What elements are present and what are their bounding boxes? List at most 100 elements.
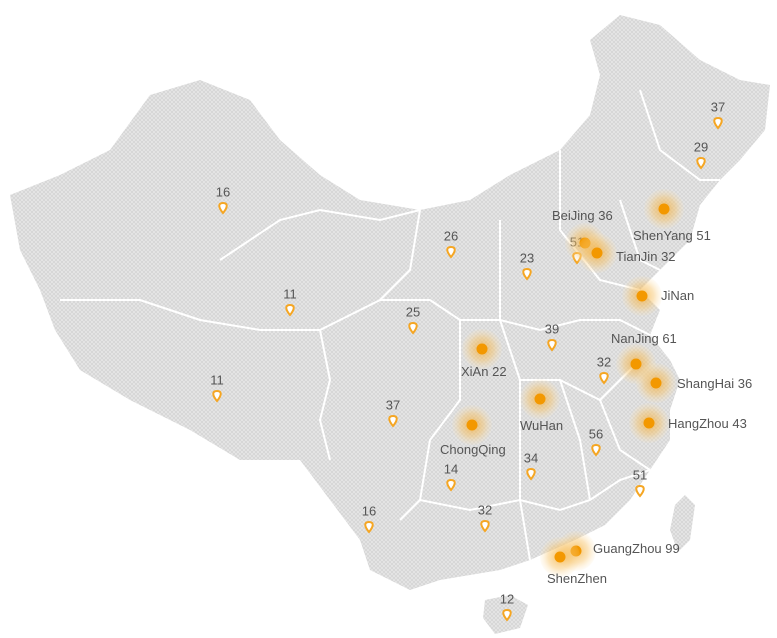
pin-value: 37: [711, 99, 725, 114]
pin-marker: [713, 116, 723, 130]
pin: 11: [210, 372, 224, 403]
city-label: ShenYang 51: [633, 228, 711, 243]
pin-value: 16: [216, 184, 230, 199]
city-value: 36: [738, 376, 752, 391]
city-dot: [630, 358, 642, 370]
pin-value: 37: [386, 397, 400, 412]
city-name: GuangZhou: [593, 541, 662, 556]
city-label: JiNan: [661, 288, 694, 303]
city-name: ShenYang: [633, 228, 693, 243]
city-name: JiNan: [661, 288, 694, 303]
pin: 51: [633, 467, 647, 498]
city-value: 22: [492, 364, 506, 379]
city: ShenYang 51: [633, 189, 711, 243]
city-label: HangZhou 43: [668, 416, 747, 431]
city-label: WuHan: [520, 418, 563, 433]
pin: 29: [694, 139, 708, 170]
city: ChongQing: [440, 405, 506, 457]
pin-marker: [408, 321, 418, 335]
city-label: ChongQing: [440, 442, 506, 457]
city: HangZhou 43: [629, 403, 747, 443]
pin-value: 29: [694, 139, 708, 154]
pin: 12: [500, 591, 514, 622]
pin-value: 12: [500, 591, 514, 606]
pin: 32: [478, 502, 492, 533]
city-name: HangZhou: [668, 416, 729, 431]
city-name: TianJin: [616, 249, 657, 264]
pin-marker: [364, 520, 374, 534]
city-dot: [658, 203, 670, 215]
pin: 34: [524, 450, 538, 481]
city-label: XiAn 22: [461, 364, 507, 379]
pin-value: 34: [524, 450, 538, 465]
pin: 26: [444, 228, 458, 259]
city: ShenZhen: [540, 537, 607, 586]
city-dot: [476, 343, 488, 355]
pin-value: 14: [444, 461, 458, 476]
pin-value: 25: [406, 304, 420, 319]
pin-marker: [599, 371, 609, 385]
pin-value: 11: [283, 286, 297, 301]
pin-marker: [446, 245, 456, 259]
city-label: GuangZhou 99: [593, 541, 680, 556]
pin-marker: [218, 201, 228, 215]
pin-value: 26: [444, 228, 458, 243]
city-value: 43: [732, 416, 746, 431]
pin: 39: [545, 321, 559, 352]
pin: 23: [520, 250, 534, 281]
pin-marker: [480, 519, 490, 533]
city: JiNan: [622, 276, 694, 316]
city-label: NanJing 61: [611, 331, 677, 346]
city-label: ShangHai 36: [677, 376, 752, 391]
pin-value: 32: [478, 502, 492, 517]
pin-value: 32: [597, 354, 611, 369]
pin: 25: [406, 304, 420, 335]
city: WuHan: [520, 379, 563, 433]
pin-marker: [635, 484, 645, 498]
pin-value: 56: [589, 426, 603, 441]
city-label: TianJin 32: [616, 249, 676, 264]
city-name: ShangHai: [677, 376, 734, 391]
pin: 16: [362, 503, 376, 534]
pin: 16: [216, 184, 230, 215]
city-dot: [534, 393, 546, 405]
pin-marker: [502, 608, 512, 622]
pin-marker: [522, 267, 532, 281]
pin-marker: [591, 443, 601, 457]
pin-value: 51: [633, 467, 647, 482]
pin-value: 11: [210, 372, 224, 387]
city-value: 51: [696, 228, 710, 243]
city-name: BeiJing: [552, 208, 595, 223]
pin-marker: [526, 467, 536, 481]
city-dot: [591, 247, 603, 259]
city-name: XiAn: [461, 364, 488, 379]
city-value: 36: [598, 208, 612, 223]
pin: 11: [283, 286, 297, 317]
city-dot: [466, 419, 478, 431]
pin-marker: [547, 338, 557, 352]
city: XiAn 22: [461, 329, 507, 379]
city-dot: [554, 551, 566, 563]
pin: 32: [597, 354, 611, 385]
city-value: 99: [665, 541, 679, 556]
pin-marker: [446, 478, 456, 492]
city-dot: [643, 417, 655, 429]
pin-marker: [388, 414, 398, 428]
pin-marker: [285, 303, 295, 317]
country-shape: [10, 15, 770, 634]
pin-value: 16: [362, 503, 376, 518]
city-name: ShenZhen: [547, 571, 607, 586]
pin-marker: [212, 389, 222, 403]
pin: 14: [444, 461, 458, 492]
pin-value: 23: [520, 250, 534, 265]
city-value: 61: [662, 331, 676, 346]
city-dot: [636, 290, 648, 302]
pin-value: 39: [545, 321, 559, 336]
city-dot: [650, 377, 662, 389]
city-name: WuHan: [520, 418, 563, 433]
city-value: 32: [661, 249, 675, 264]
city-label: BeiJing 36: [552, 208, 613, 223]
city: TianJin 32: [577, 233, 676, 273]
city-name: ChongQing: [440, 442, 506, 457]
